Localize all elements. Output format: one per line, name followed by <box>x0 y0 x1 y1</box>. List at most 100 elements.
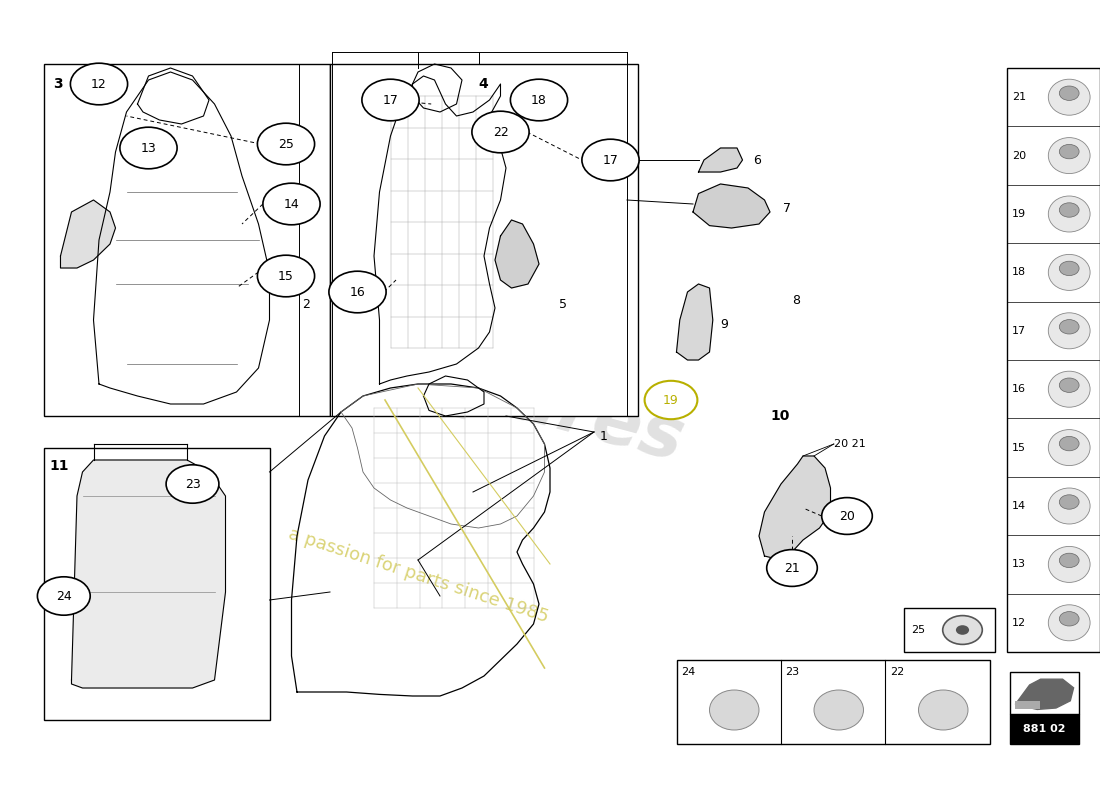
Circle shape <box>582 139 639 181</box>
Circle shape <box>767 550 817 586</box>
Circle shape <box>1059 611 1079 626</box>
Text: 19: 19 <box>1012 209 1026 219</box>
Text: 3: 3 <box>53 77 63 91</box>
Text: 17: 17 <box>603 154 618 166</box>
Circle shape <box>1059 261 1079 275</box>
Text: 14: 14 <box>284 198 299 210</box>
Bar <box>44 64 330 416</box>
Text: 6: 6 <box>754 154 761 166</box>
Ellipse shape <box>1048 196 1090 232</box>
Circle shape <box>510 79 568 121</box>
Circle shape <box>1059 202 1079 218</box>
Circle shape <box>1059 145 1079 159</box>
Text: 14: 14 <box>1012 501 1026 511</box>
Circle shape <box>257 123 315 165</box>
Circle shape <box>1059 86 1079 101</box>
Bar <box>676 660 990 744</box>
Ellipse shape <box>1048 79 1090 115</box>
Text: 1: 1 <box>600 430 607 442</box>
Circle shape <box>1059 378 1079 393</box>
Ellipse shape <box>918 690 968 730</box>
Ellipse shape <box>814 690 864 730</box>
Ellipse shape <box>1048 371 1090 407</box>
Ellipse shape <box>1048 138 1090 174</box>
Text: 11: 11 <box>50 458 69 473</box>
Polygon shape <box>693 184 770 228</box>
Polygon shape <box>698 148 742 172</box>
Ellipse shape <box>1048 254 1090 290</box>
Text: 20: 20 <box>839 510 855 522</box>
Text: a passion for parts since 1985: a passion for parts since 1985 <box>286 526 550 626</box>
Text: 10: 10 <box>770 409 790 423</box>
Text: 5: 5 <box>559 298 566 310</box>
Text: 17: 17 <box>383 94 398 106</box>
Text: 19: 19 <box>663 394 679 406</box>
Circle shape <box>166 465 219 503</box>
Polygon shape <box>759 456 830 560</box>
Ellipse shape <box>1048 488 1090 524</box>
Bar <box>1006 68 1100 652</box>
Text: 18: 18 <box>1012 267 1026 278</box>
Circle shape <box>1059 437 1079 451</box>
Text: 23: 23 <box>785 667 800 677</box>
Ellipse shape <box>1048 313 1090 349</box>
Text: 25: 25 <box>278 138 294 150</box>
Polygon shape <box>495 220 539 288</box>
Text: 881 02: 881 02 <box>1023 724 1066 734</box>
Circle shape <box>1059 319 1079 334</box>
Text: 2: 2 <box>302 298 310 310</box>
Text: 12: 12 <box>1012 618 1026 628</box>
Circle shape <box>956 626 969 635</box>
Bar <box>330 64 638 416</box>
Text: 13: 13 <box>141 142 156 154</box>
Text: 22: 22 <box>493 126 508 138</box>
Text: 21: 21 <box>1012 92 1026 102</box>
Polygon shape <box>72 460 225 688</box>
Text: 12: 12 <box>91 78 107 90</box>
Text: 8: 8 <box>792 294 800 306</box>
Circle shape <box>257 255 315 297</box>
Text: 23: 23 <box>185 478 200 490</box>
Text: 18: 18 <box>531 94 547 106</box>
Bar <box>1010 714 1079 744</box>
Text: 7: 7 <box>783 202 791 214</box>
Circle shape <box>943 616 982 645</box>
Text: 15: 15 <box>278 270 294 282</box>
Bar <box>1015 701 1040 710</box>
Bar <box>44 448 270 720</box>
Polygon shape <box>676 284 713 360</box>
Ellipse shape <box>710 690 759 730</box>
Text: 24: 24 <box>56 590 72 602</box>
Text: 4: 4 <box>478 77 488 91</box>
Circle shape <box>1059 494 1079 510</box>
Circle shape <box>120 127 177 169</box>
Circle shape <box>362 79 419 121</box>
Bar <box>904 608 996 652</box>
Ellipse shape <box>1048 605 1090 641</box>
Circle shape <box>822 498 872 534</box>
Circle shape <box>645 381 697 419</box>
Circle shape <box>37 577 90 615</box>
Polygon shape <box>1015 679 1074 710</box>
Text: 16: 16 <box>1012 384 1026 394</box>
Text: 21: 21 <box>784 562 800 574</box>
Text: 20 21: 20 21 <box>834 439 866 449</box>
Text: eurospares: eurospares <box>232 291 692 477</box>
Text: 9: 9 <box>720 318 728 330</box>
Ellipse shape <box>1048 546 1090 582</box>
Circle shape <box>263 183 320 225</box>
Text: 22: 22 <box>890 667 904 677</box>
Circle shape <box>472 111 529 153</box>
Text: 13: 13 <box>1012 559 1026 570</box>
Bar <box>1010 672 1079 714</box>
Polygon shape <box>60 200 116 268</box>
Circle shape <box>70 63 128 105</box>
Circle shape <box>329 271 386 313</box>
Text: 15: 15 <box>1012 442 1026 453</box>
Text: 25: 25 <box>911 625 925 635</box>
Text: 16: 16 <box>350 286 365 298</box>
Text: 20: 20 <box>1012 150 1026 161</box>
Ellipse shape <box>1048 430 1090 466</box>
Text: 17: 17 <box>1012 326 1026 336</box>
Circle shape <box>1059 554 1079 568</box>
